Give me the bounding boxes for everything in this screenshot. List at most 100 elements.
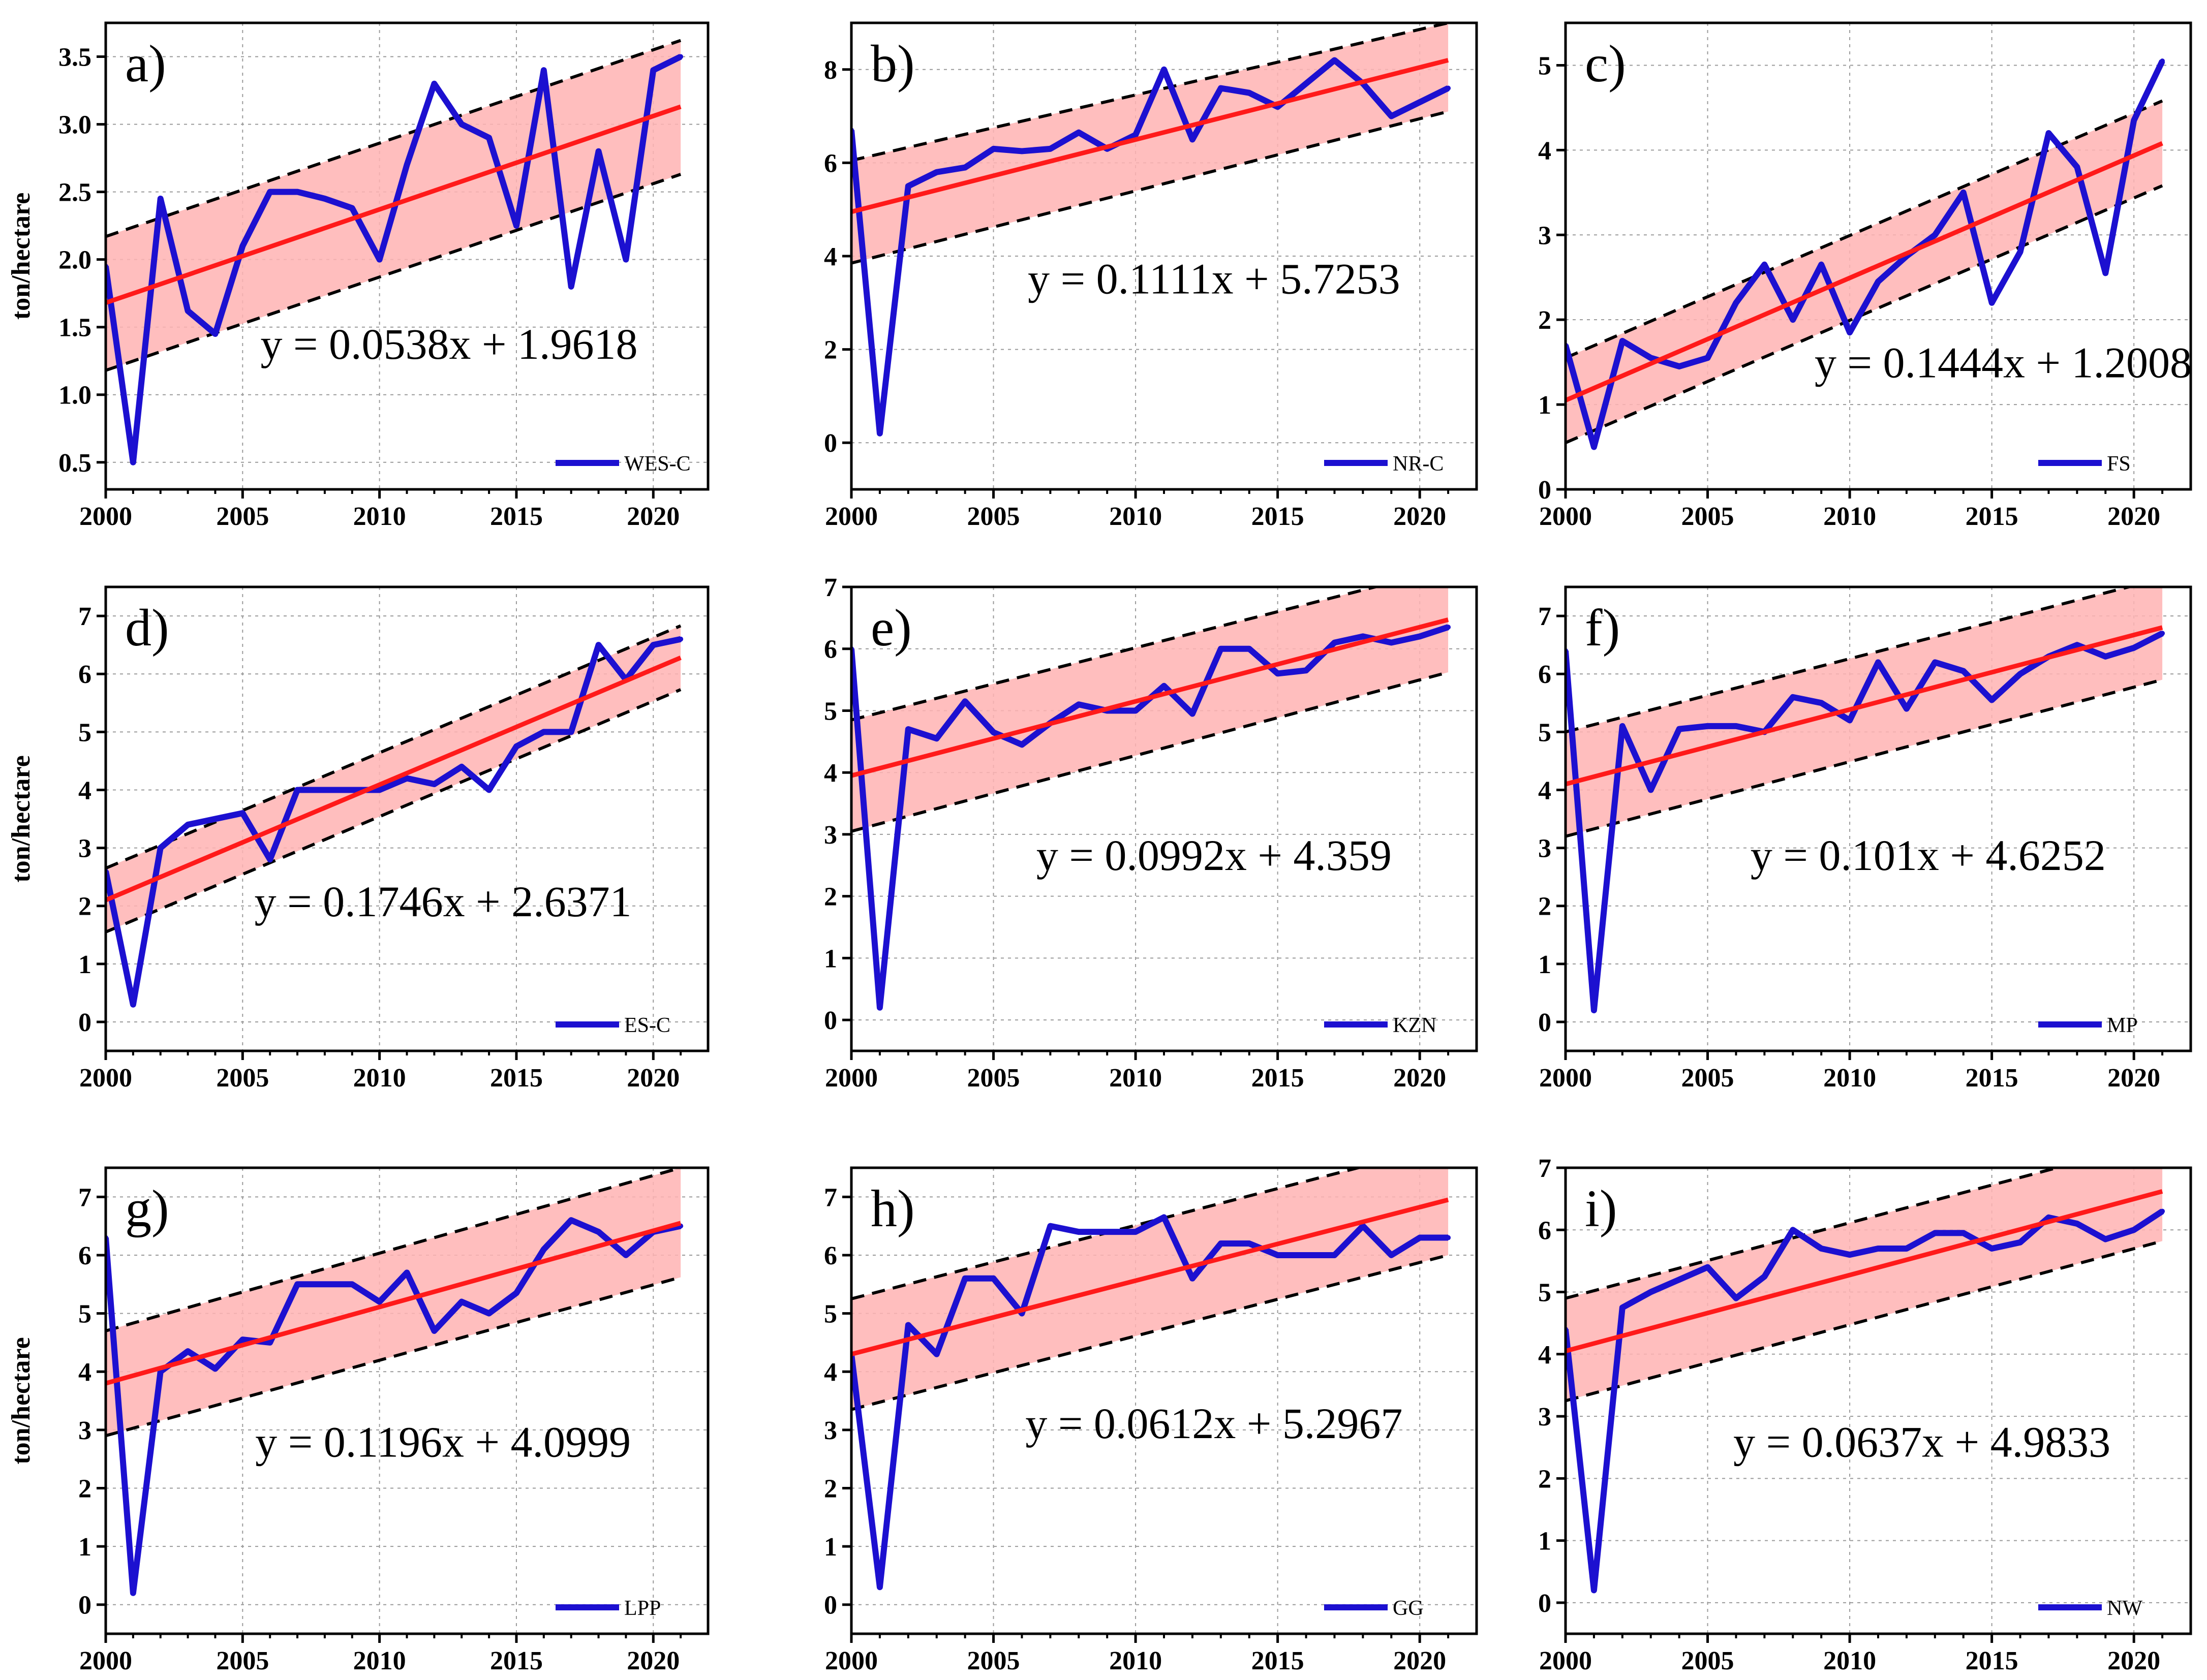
x-tick-label: 2000 [79,502,132,531]
data-point [1446,85,1451,91]
data-point [678,54,684,59]
y-tick-label: 1 [824,1533,837,1562]
series-line [851,1214,1449,1591]
data-point [991,730,996,735]
data-point [1619,338,1625,344]
data-point [1246,646,1252,651]
y-tick-label: 2 [1538,306,1551,335]
panel-label: c) [1585,35,1626,93]
y-tick-label: 2 [78,892,91,921]
panel-label: g) [125,1179,169,1238]
y-tick-label: 1 [1538,1527,1551,1556]
data-point [1733,723,1739,729]
series-line [106,1217,682,1596]
x-tick-label: 2010 [1109,1064,1162,1093]
data-point [377,1299,382,1304]
lower-bound-line [106,1275,681,1438]
legend: FS [2038,452,2131,476]
data-point [459,764,465,769]
x-tick-label: 2020 [627,1646,680,1675]
data-point [267,1340,273,1345]
legend: KZN [1324,1014,1436,1037]
data-point [962,699,968,704]
y-tick-label: 1 [78,950,91,979]
y-tick-label: 4 [78,1358,91,1387]
confidence-band [851,23,1449,263]
data-point [1705,723,1710,729]
data-point [934,736,939,741]
data-point [541,1247,546,1252]
legend: LPP [556,1597,661,1620]
data-point [1960,668,1966,674]
regression-equation: y = 0.101x + 4.6252 [1751,831,2106,880]
x-tick-label: 2020 [627,502,680,531]
data-point [962,165,968,170]
data-point [568,1218,574,1223]
y-tick-label: 0 [78,1591,91,1620]
data-point [404,775,410,781]
y-tick-label: 6 [78,1241,91,1270]
data-point [991,146,996,151]
x-tick-label: 2015 [1251,502,1304,531]
data-point [2160,1208,2165,1214]
legend-label: WES-C [624,452,691,476]
data-point [1446,625,1451,630]
data-point [1847,1252,1853,1258]
confidence-band [851,1168,1449,1410]
y-tick-label: 3 [1538,1403,1551,1432]
data-point [1048,1223,1053,1229]
data-point [432,1328,437,1333]
data-point [1332,57,1337,63]
data-point [1932,1230,1938,1236]
data-point [2046,130,2051,136]
lower-bound-line [851,110,1449,265]
y-tick-label: 6 [1538,1216,1551,1245]
series-line [1566,59,2165,450]
lower-bound-line [1566,184,2163,444]
data-point [1676,1277,1682,1283]
y-tick-label: 6 [824,1241,837,1270]
data-point [240,811,246,816]
data-point [1989,697,1995,703]
upper-bound-line [106,39,682,238]
y-tick-label: 3.5 [58,43,91,72]
data-point [322,1282,327,1287]
y-tick-label: 1 [1538,950,1551,979]
x-tick-label: 2005 [967,1646,1020,1675]
data-point [1303,81,1309,86]
data-point [486,1311,492,1316]
x-tick-label: 2020 [1393,1064,1446,1093]
x-tick-label: 2020 [2107,1646,2160,1675]
legend-label: KZN [1393,1014,1436,1037]
data-point [1389,113,1394,119]
x-tick-label: 2005 [967,502,1020,531]
data-point [1417,100,1423,105]
series-line [851,57,1450,437]
legend-label: GG [1393,1597,1424,1620]
data-point [212,816,218,822]
y-tick-label: 4 [824,242,837,271]
data-point [432,81,437,86]
panel-i: 2000 2005 2010 2015 2020 0 1 2 3 4 5 6 7 i) y = 0.0637… [1538,1154,2192,1675]
data-point [158,196,163,201]
x-tick-label: 2010 [1109,1646,1162,1675]
data-point [1705,1264,1710,1270]
data-point [1303,668,1309,673]
x-tick-label: 2010 [1109,502,1162,531]
data-point [295,787,300,793]
data-point [1876,660,1881,665]
data-point [1960,190,1966,195]
upper-bound-line [851,23,1449,162]
data-point [1218,646,1223,651]
data-point [158,845,163,851]
y-tick-label: 5 [1538,51,1551,80]
y-tick-label: 4 [824,1358,837,1387]
upper-bound-line [1566,1168,2063,1300]
data-point [267,857,273,862]
regression-equation: y = 0.0538x + 1.9618 [260,320,637,368]
data-point [185,1349,191,1354]
y-tick-label: 3 [78,1416,91,1445]
y-tick-label: 2 [78,1474,91,1503]
x-tick-label: 2000 [1539,1064,1592,1093]
